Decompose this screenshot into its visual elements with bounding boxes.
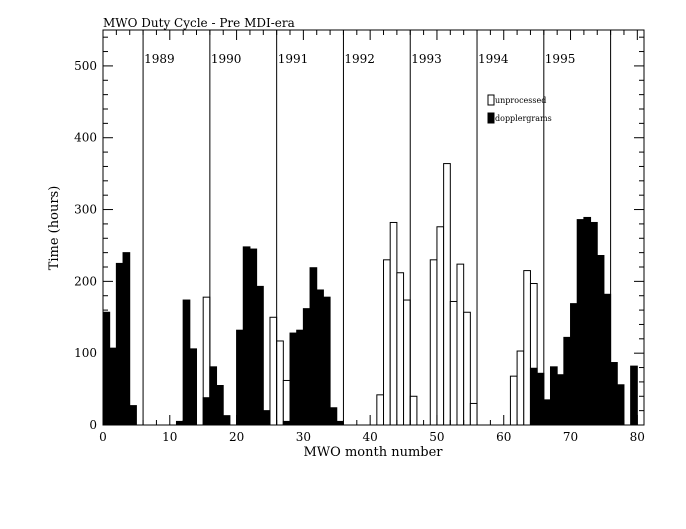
- year-lines-layer: 1989 1990 1991 1992 1993 1994 1995: [142, 30, 612, 425]
- bar-dopplergrams-74: [596, 255, 605, 426]
- bar-dopplergrams-1: [109, 347, 117, 426]
- bar-dopplergrams-66: [543, 399, 551, 426]
- bar-dopplergrams-33: [322, 296, 331, 426]
- bar-dopplergrams-15: [202, 397, 211, 426]
- bar-dopplergrams-13: [189, 348, 198, 426]
- bar-unprocessed-45: [403, 299, 411, 426]
- x-tick-label-50: 50: [429, 430, 444, 444]
- bar-unprocessed-53: [456, 263, 465, 426]
- bar-unprocessed-49: [429, 259, 438, 426]
- legend-swatch-unprocessed: [487, 94, 495, 106]
- y-tick-label-100: 100: [74, 346, 97, 360]
- x-tick-label-70: 70: [563, 430, 578, 444]
- bar-dopplergrams-22: [249, 248, 258, 426]
- bar-dopplergrams-67: [549, 366, 558, 426]
- year-label-1993: 1993: [411, 52, 442, 66]
- bar-unprocessed-43: [389, 221, 398, 426]
- bar-dopplergrams-79: [630, 365, 638, 426]
- year-label-1994: 1994: [478, 52, 509, 66]
- x-tick-label-10: 10: [162, 430, 177, 444]
- y-axis-title: Time (hours): [47, 186, 62, 271]
- y-tick-label-0: 0: [89, 418, 97, 432]
- year-label-1989: 1989: [144, 52, 175, 66]
- bar-dopplergrams-0: [102, 311, 111, 426]
- bar-unprocessed-55: [469, 402, 478, 426]
- bar-dopplergrams-21: [242, 246, 251, 426]
- bar-unprocessed-63: [523, 270, 531, 426]
- bar-dopplergrams-28: [289, 332, 298, 426]
- legend-swatch-dopplergrams: [487, 112, 495, 124]
- bar-unprocessed-52: [449, 300, 458, 426]
- year-label-1991: 1991: [278, 52, 309, 66]
- bar-dopplergrams-65: [536, 372, 545, 426]
- legend-label-unprocessed: unprocessed: [495, 96, 546, 105]
- x-tick-label-40: 40: [363, 430, 378, 444]
- bar-dopplergrams-32: [316, 289, 324, 426]
- bar-unprocessed-27: [282, 379, 291, 426]
- bar-dopplergrams-75: [603, 293, 612, 426]
- bar-dopplergrams-2: [115, 262, 124, 426]
- bar-dopplergrams-17: [216, 385, 224, 426]
- y-tick-label-200: 200: [74, 274, 97, 288]
- bar-unprocessed-44: [396, 272, 405, 426]
- bar-unprocessed-25: [269, 316, 278, 426]
- bar-dopplergrams-31: [309, 267, 318, 426]
- ticks-layer: 0 10 20 30 40 50 60 70 80 0 100 200 300 400 500: [74, 30, 645, 444]
- year-label-1995: 1995: [545, 52, 576, 66]
- bar-dopplergrams-11: [175, 420, 184, 426]
- bar-unprocessed-61: [509, 375, 518, 426]
- legend: unprocessed dopplergrams: [487, 94, 552, 124]
- bar-dopplergrams-3: [122, 252, 131, 426]
- bar-unprocessed-42: [383, 259, 391, 426]
- plot-frame: [102, 29, 645, 426]
- bar-dopplergrams-18: [222, 415, 231, 426]
- bar-dopplergrams-73: [590, 221, 598, 426]
- x-tick-label-60: 60: [496, 430, 511, 444]
- bar-dopplergrams-35: [336, 420, 344, 426]
- chart-title: MWO Duty Cycle - Pre MDI-era: [103, 16, 295, 30]
- bar-dopplergrams-68: [556, 374, 565, 426]
- y-tick-label-500: 500: [74, 59, 97, 73]
- y-tick-label-400: 400: [74, 131, 97, 145]
- year-label-1992: 1992: [344, 52, 375, 66]
- bar-unprocessed-26: [276, 340, 284, 426]
- bar-dopplergrams-4: [129, 405, 137, 426]
- bar-unprocessed-54: [463, 311, 471, 426]
- bar-dopplergrams-16: [209, 366, 218, 426]
- year-label-1990: 1990: [211, 52, 242, 66]
- x-tick-label-20: 20: [229, 430, 244, 444]
- bar-unprocessed-51: [443, 163, 451, 426]
- bar-dopplergrams-69: [563, 336, 572, 426]
- bar-unprocessed-62: [516, 350, 525, 426]
- x-axis-title: MWO month number: [303, 445, 443, 460]
- y-tick-label-300: 300: [74, 203, 97, 217]
- bar-dopplergrams-12: [182, 299, 191, 426]
- bar-dopplergrams-76: [610, 362, 618, 426]
- bar-unprocessed-46: [409, 395, 418, 426]
- bar-dopplergrams-30: [302, 308, 311, 426]
- bar-unprocessed-41: [376, 394, 385, 426]
- bar-dopplergrams-71: [576, 219, 585, 426]
- bar-dopplergrams-29: [296, 329, 304, 426]
- bar-dopplergrams-64: [529, 367, 538, 426]
- bar-dopplergrams-20: [236, 329, 244, 426]
- bar-dopplergrams-34: [329, 407, 338, 426]
- bar-dopplergrams-24: [262, 410, 271, 426]
- bars-layer: [102, 163, 638, 426]
- x-tick-label-0: 0: [99, 430, 107, 444]
- x-tick-label-80: 80: [630, 430, 645, 444]
- bar-dopplergrams-23: [256, 285, 264, 426]
- bar-dopplergrams-70: [570, 303, 578, 426]
- x-tick-label-30: 30: [296, 430, 311, 444]
- bar-dopplergrams-27: [282, 420, 291, 426]
- bar-dopplergrams-77: [616, 384, 625, 426]
- bar-dopplergrams-72: [583, 216, 592, 426]
- bar-unprocessed-50: [436, 226, 445, 426]
- legend-label-dopplergrams: dopplergrams: [495, 114, 552, 123]
